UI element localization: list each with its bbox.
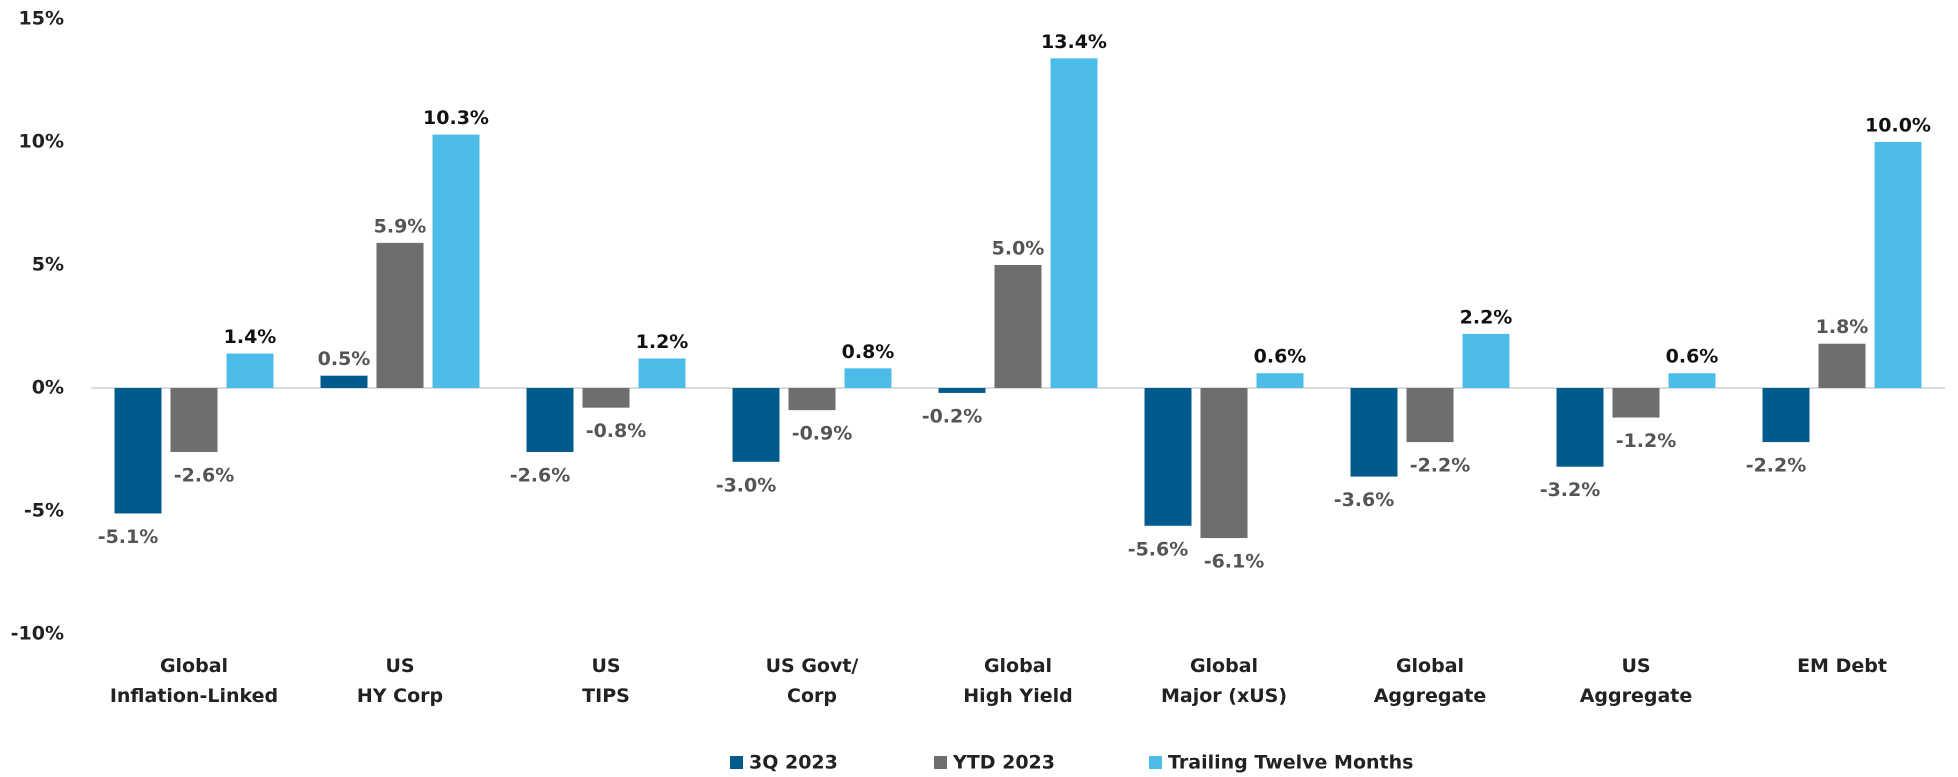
bar — [638, 358, 686, 388]
data-label: 0.6% — [1254, 346, 1307, 368]
bar — [788, 388, 836, 411]
bar — [320, 375, 368, 388]
x-tick-line: US — [1621, 655, 1650, 677]
bar — [170, 388, 218, 452]
x-tick-line: Global — [1396, 655, 1464, 677]
legend-label: Trailing Twelve Months — [1168, 752, 1413, 774]
x-tick-line: Aggregate — [1374, 685, 1487, 707]
legend-swatch — [730, 756, 743, 769]
x-tick-line: TIPS — [582, 685, 630, 707]
x-tick-line: US — [385, 655, 414, 677]
legend-swatch — [1149, 756, 1162, 769]
data-label: -0.2% — [922, 405, 983, 427]
data-label: 2.2% — [1460, 306, 1513, 328]
data-label: -1.2% — [1616, 430, 1677, 452]
bar — [1612, 388, 1660, 418]
data-label: 10.0% — [1865, 115, 1931, 137]
x-tick-line: US — [591, 655, 620, 677]
data-label: -2.2% — [1746, 455, 1807, 477]
bar — [226, 353, 274, 388]
x-tick-line: Corp — [787, 685, 837, 707]
bar — [432, 134, 480, 388]
bar — [1200, 388, 1248, 539]
bar — [1556, 388, 1604, 467]
bar — [732, 388, 780, 462]
x-tick-label: US Govt/Corp — [766, 655, 859, 707]
x-tick-label: Global Aggregate — [1374, 655, 1487, 707]
data-label: 5.0% — [992, 238, 1045, 260]
x-tick-line: EM Debt — [1797, 655, 1887, 677]
legend-swatch — [934, 756, 947, 769]
data-label: -2.2% — [1410, 455, 1471, 477]
x-tick-label: Global Major (xUS) — [1161, 655, 1287, 707]
x-tick-label: US TIPS — [582, 655, 630, 707]
x-tick-label: Global High Yield — [963, 655, 1072, 707]
bar — [114, 388, 162, 514]
data-label: 0.8% — [842, 341, 895, 363]
data-label: 13.4% — [1041, 31, 1107, 53]
data-label: -3.2% — [1540, 479, 1601, 501]
bar — [994, 265, 1042, 388]
data-label: 1.8% — [1816, 316, 1869, 338]
bar — [376, 242, 424, 388]
x-tick-label: US HY Corp — [357, 655, 443, 707]
bar — [1350, 388, 1398, 477]
data-label: -2.6% — [510, 464, 571, 486]
y-tick-label: 5% — [32, 254, 64, 276]
data-label: 5.9% — [374, 215, 427, 237]
data-label: -0.8% — [586, 420, 647, 442]
bar — [1050, 58, 1098, 389]
y-tick-label: 10% — [19, 131, 64, 153]
y-tick-label: 15% — [19, 8, 64, 30]
data-label: 0.6% — [1666, 346, 1719, 368]
data-label: -2.6% — [174, 464, 235, 486]
y-tick-label: -5% — [24, 500, 64, 522]
data-label: -5.1% — [98, 526, 159, 548]
bar — [1256, 373, 1304, 388]
x-tick-line: Inflation-Linked — [110, 685, 278, 707]
bar — [526, 388, 574, 452]
data-label: 0.5% — [318, 348, 371, 370]
bar — [844, 368, 892, 388]
bar — [1874, 142, 1922, 388]
y-tick-label: -10% — [11, 623, 64, 645]
legend-label: 3Q 2023 — [749, 752, 838, 774]
x-tick-label: Global Inflation-Linked — [110, 655, 278, 707]
data-label: 1.2% — [636, 331, 689, 353]
legend-label: YTD 2023 — [952, 752, 1055, 774]
y-tick-label: 0% — [32, 377, 64, 399]
data-label: -3.6% — [1334, 489, 1395, 511]
data-label: -5.6% — [1128, 538, 1189, 560]
x-tick-line: Major (xUS) — [1161, 685, 1287, 707]
x-tick-line: Global — [160, 655, 228, 677]
data-label: -3.0% — [716, 474, 777, 496]
x-tick-line: HY Corp — [357, 685, 443, 707]
data-label: 1.4% — [224, 326, 277, 348]
bar — [1406, 388, 1454, 443]
bar — [1144, 388, 1192, 526]
x-tick-line: US Govt/ — [766, 655, 859, 677]
x-tick-label: EM Debt — [1797, 655, 1887, 677]
bar — [1818, 343, 1866, 388]
bar — [1462, 333, 1510, 388]
bar — [1762, 388, 1810, 443]
x-tick-line: High Yield — [963, 685, 1072, 707]
x-tick-label: US Aggregate — [1580, 655, 1693, 707]
data-label: -0.9% — [792, 423, 853, 445]
data-label: 10.3% — [423, 107, 489, 129]
bar — [1668, 373, 1716, 388]
x-tick-line: Aggregate — [1580, 685, 1693, 707]
x-tick-line: Global — [1190, 655, 1258, 677]
x-tick-line: Global — [984, 655, 1052, 677]
bar — [938, 388, 986, 393]
bar — [582, 388, 630, 408]
data-label: -6.1% — [1204, 551, 1265, 573]
